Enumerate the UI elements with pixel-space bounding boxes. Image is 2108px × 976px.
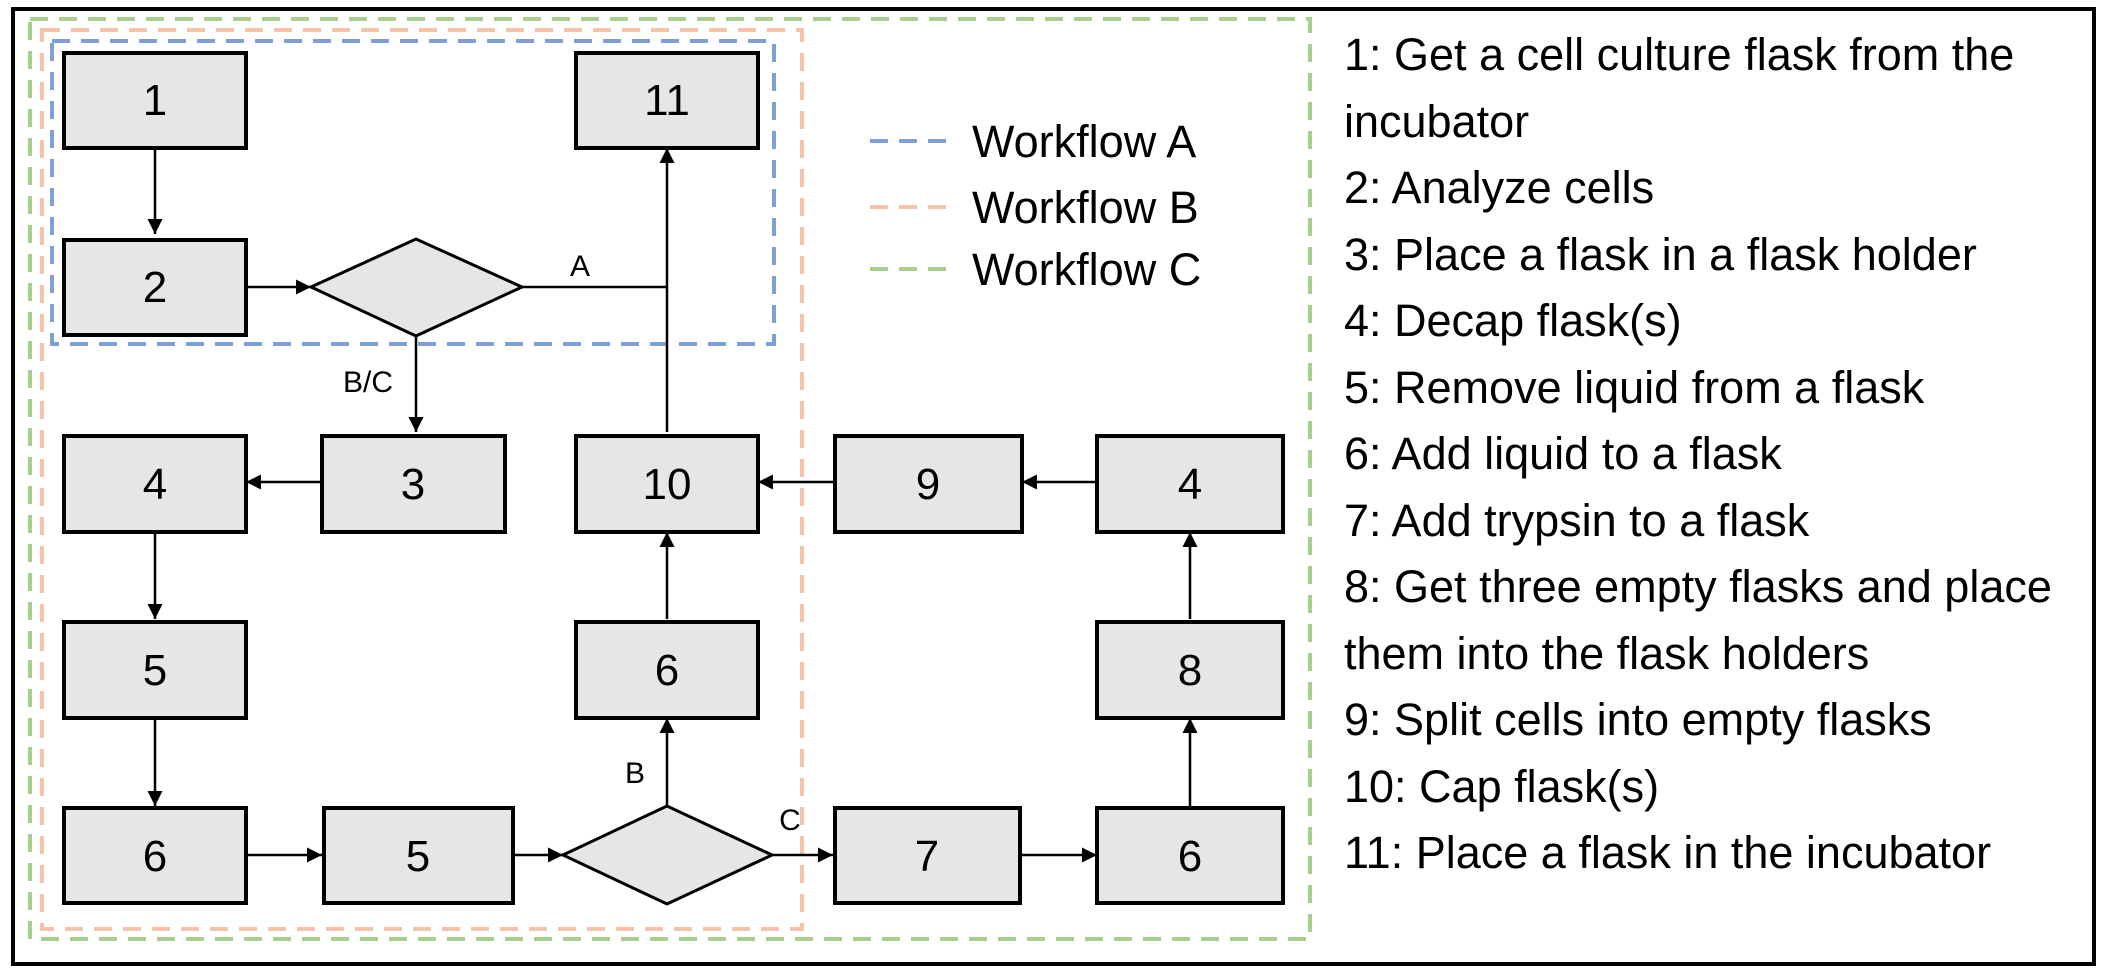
- step-box-5-left: [62, 620, 248, 720]
- edge-label-c: C: [779, 804, 801, 837]
- step-label-6-mid: 6: [655, 646, 679, 695]
- step-description-list: 1: Get a cell culture flask from the inc…: [1344, 22, 2096, 887]
- step-label-5-left: 5: [143, 646, 167, 695]
- edge-label-bc: B/C: [343, 366, 393, 399]
- step-box-6-left: [62, 806, 248, 905]
- outer-frame: [11, 7, 2096, 966]
- step-box-1: [62, 51, 248, 150]
- legend-label-workflow-c: Workflow C: [972, 244, 1201, 295]
- step-description: 4: Decap flask(s): [1344, 295, 1682, 346]
- step-description: 7: Add trypsin to a flask: [1344, 494, 1810, 546]
- step-description: 5: Remove liquid from a flask: [1344, 361, 1925, 413]
- step-label-6-left: 6: [143, 832, 167, 881]
- step-box-2: [62, 238, 248, 337]
- step-label-5-bottom: 5: [406, 832, 430, 881]
- step-description: 11: Place a flask in the incubator: [1344, 827, 1992, 878]
- legend-label-workflow-b: Workflow B: [972, 182, 1199, 233]
- step-label-10: 10: [643, 460, 692, 509]
- step-label-7: 7: [915, 832, 939, 881]
- step-description: 8: Get three empty flasks and place them…: [1344, 561, 2052, 679]
- connectors: [147, 148, 1198, 863]
- step-box-6-mid: [574, 620, 760, 720]
- step-box-8: [1095, 620, 1285, 720]
- step-box-3: [320, 434, 507, 534]
- step-label-9: 9: [916, 460, 940, 509]
- legend-label-workflow-a: Workflow A: [972, 116, 1196, 167]
- decision-diamond-bottom: [559, 804, 776, 906]
- step-label-1: 1: [143, 76, 167, 125]
- step-description: 10: Cap flask(s): [1344, 760, 1660, 812]
- step-description: 3: Place a flask in a flask holder: [1344, 228, 1977, 280]
- step-label-2: 2: [143, 263, 167, 312]
- step-box-5-bottom: [322, 806, 515, 905]
- step-description: 2: Analyze cells: [1344, 162, 1655, 213]
- step-label-4-right: 4: [1178, 460, 1202, 509]
- step-label-3: 3: [401, 460, 425, 509]
- step-box-11: [574, 51, 760, 150]
- step-description: 9: Split cells into empty flasks: [1344, 694, 1932, 745]
- step-label-8: 8: [1178, 646, 1202, 695]
- step-box-6-right: [1095, 806, 1285, 905]
- step-box-7: [833, 806, 1022, 905]
- workflow-c-region: [28, 17, 1312, 941]
- edge-label-a: A: [570, 250, 590, 283]
- decision-diamond-top: [307, 237, 526, 338]
- edge-label-b: B: [625, 757, 645, 790]
- step-box-9: [833, 434, 1024, 534]
- workflow-b-region: [40, 28, 804, 931]
- step-label-4-left: 4: [143, 460, 167, 509]
- step-description: 1: Get a cell culture flask from the inc…: [1344, 29, 2015, 147]
- step-label-11: 11: [644, 76, 690, 125]
- step-description: 6: Add liquid to a flask: [1344, 428, 1782, 479]
- step-box-4-left: [62, 434, 248, 534]
- workflow-a-region: [50, 39, 776, 346]
- step-box-4-right: [1095, 434, 1285, 534]
- step-label-6-right: 6: [1178, 832, 1202, 881]
- step-box-10: [574, 434, 760, 534]
